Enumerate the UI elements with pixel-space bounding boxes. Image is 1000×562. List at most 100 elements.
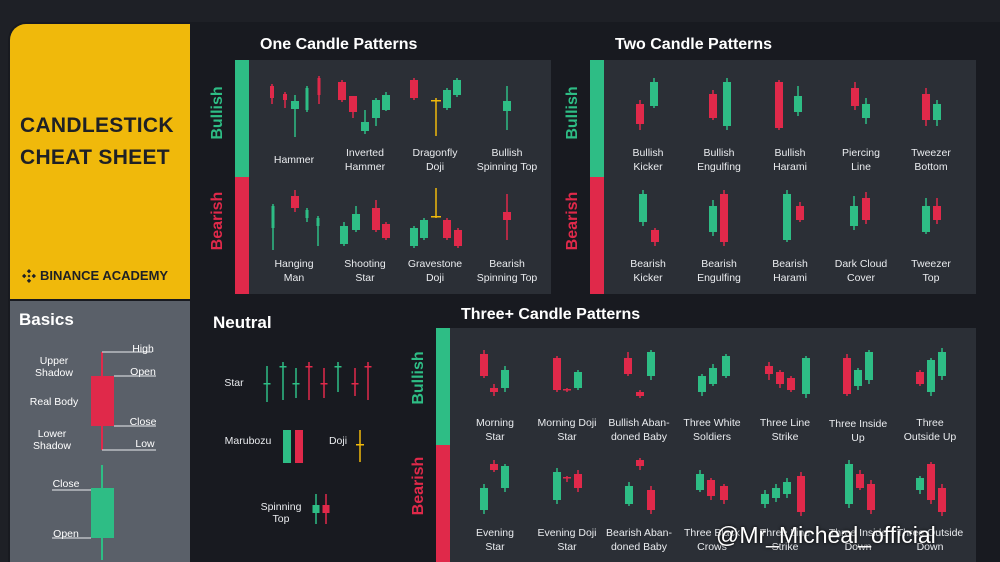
candle-glyph xyxy=(349,96,357,118)
caption-bearish-spinning-top: Bearish Spinning Top xyxy=(476,258,538,284)
candle-glyph xyxy=(480,484,488,514)
caption-morning-star: Morning Star xyxy=(476,417,514,443)
brand-name: BINANCE ACADEMY xyxy=(40,268,169,283)
three-bullish-bar xyxy=(436,328,450,445)
caption-three-white-soldiers: Three White Soldiers xyxy=(683,417,741,443)
candle-glyph xyxy=(382,92,390,111)
candle-glyph xyxy=(443,218,451,240)
candle-glyph xyxy=(933,100,941,126)
open-label: Open xyxy=(130,366,156,378)
candle-glyph xyxy=(720,484,728,504)
candle-glyph xyxy=(709,90,717,120)
candle-glyph xyxy=(916,476,924,494)
candle-glyph xyxy=(480,350,488,378)
candle-glyph xyxy=(927,358,935,396)
caption-bearish-abandoned-baby: Bearish Aban- doned Baby xyxy=(606,527,672,553)
candle-glyph xyxy=(263,366,271,402)
candle-glyph xyxy=(783,190,791,242)
candle-glyph xyxy=(783,478,791,498)
candle-glyph xyxy=(927,462,935,504)
candle-glyph xyxy=(503,194,511,240)
real-body-label: Real Body xyxy=(29,396,79,408)
candle-glyph xyxy=(295,430,303,463)
candle-glyph xyxy=(334,362,342,392)
low-label: Low xyxy=(135,438,155,450)
candle-glyph xyxy=(851,82,859,110)
caption-evening-star: Evening Star xyxy=(476,527,514,553)
candle-glyph xyxy=(709,200,717,236)
close-label-2: Close xyxy=(52,478,80,490)
candle-glyph xyxy=(305,208,309,222)
one-candle-title: One Candle Patterns xyxy=(260,36,418,53)
caption-inverted-hammer: Inverted Hammer xyxy=(344,147,386,173)
candle-glyph xyxy=(340,222,348,246)
candle-glyph xyxy=(845,460,853,508)
lower-shadow-label: Lower Shadow xyxy=(33,428,71,452)
candle-glyph xyxy=(624,352,632,376)
candle-glyph xyxy=(553,468,561,504)
candle-glyph xyxy=(772,484,780,502)
candle-glyph xyxy=(797,472,805,516)
caption-tweezer-top: Tweezer Top xyxy=(911,258,951,284)
candle-glyph xyxy=(453,78,461,97)
basics-diagram xyxy=(52,351,156,560)
caption-three-line-strike-bear: Three Line Strike xyxy=(759,527,811,553)
candle-glyph xyxy=(720,190,728,246)
candle-glyph xyxy=(922,88,930,126)
candle-glyph xyxy=(698,374,706,396)
caption-three-inside-down: Three Inside Down xyxy=(828,527,888,553)
candle-glyph xyxy=(382,222,390,240)
header-panel xyxy=(10,24,190,299)
caption-bullish-harami: Bullish Harami xyxy=(773,147,807,173)
candle-glyph xyxy=(625,482,633,506)
candle-glyph xyxy=(501,366,509,392)
candle-glyph xyxy=(843,354,851,396)
two-candle-title: Two Candle Patterns xyxy=(615,36,773,53)
candle-glyph xyxy=(320,368,328,398)
one-candle-panel xyxy=(249,60,551,294)
candle-glyph xyxy=(722,354,730,378)
candle-glyph xyxy=(636,100,644,130)
two-bearish-bar xyxy=(590,177,604,294)
candle-glyph xyxy=(312,494,320,524)
candle-glyph xyxy=(639,190,647,226)
binance-logo-icon xyxy=(22,268,36,283)
candle-glyph xyxy=(431,98,441,136)
candle-glyph xyxy=(490,384,498,396)
candle-glyph xyxy=(372,98,380,126)
candle-glyph xyxy=(850,196,858,230)
caption-shooting-star: Shooting Star xyxy=(344,258,386,284)
candle-glyph xyxy=(636,390,644,398)
candle-glyph xyxy=(501,464,509,492)
title-line-2: CHEAT SHEET xyxy=(20,146,170,169)
candle-glyph xyxy=(636,458,644,470)
candle-glyph xyxy=(291,95,299,137)
candle-glyph xyxy=(361,110,369,134)
open-label-2: Open xyxy=(53,528,79,540)
candle-glyph xyxy=(794,86,802,116)
caption-bearish-harami: Bearish Harami xyxy=(772,258,808,284)
candle-glyph xyxy=(707,478,715,500)
candle-glyph xyxy=(338,80,346,102)
upper-shadow-label: Upper Shadow xyxy=(35,355,73,379)
candle-glyph xyxy=(696,470,704,492)
candle-glyph xyxy=(291,190,299,212)
candle-glyph xyxy=(305,86,309,112)
candle-glyph xyxy=(270,84,274,104)
caption-marubozu: Marubozu xyxy=(224,435,272,447)
candle-glyph xyxy=(787,376,795,392)
candle-glyph xyxy=(410,78,418,100)
bullish-anatomy-candle xyxy=(52,465,114,560)
caption-hanging-man: Hanging Man xyxy=(274,258,314,284)
candle-glyph xyxy=(316,216,320,246)
candle-glyph xyxy=(454,228,462,248)
candle-glyph xyxy=(364,362,372,400)
caption-three-black-crows: Three Black Crows xyxy=(683,527,741,553)
candle-glyph xyxy=(431,188,441,218)
caption-bullish-abandoned-baby: Bullish Aban- doned Baby xyxy=(608,417,670,443)
candle-glyph xyxy=(922,198,930,234)
candle-glyph xyxy=(356,430,364,462)
caption-three-outside-up: Three Outside Up xyxy=(903,417,957,443)
brand-logo: BINANCE ACADEMY xyxy=(22,268,168,283)
